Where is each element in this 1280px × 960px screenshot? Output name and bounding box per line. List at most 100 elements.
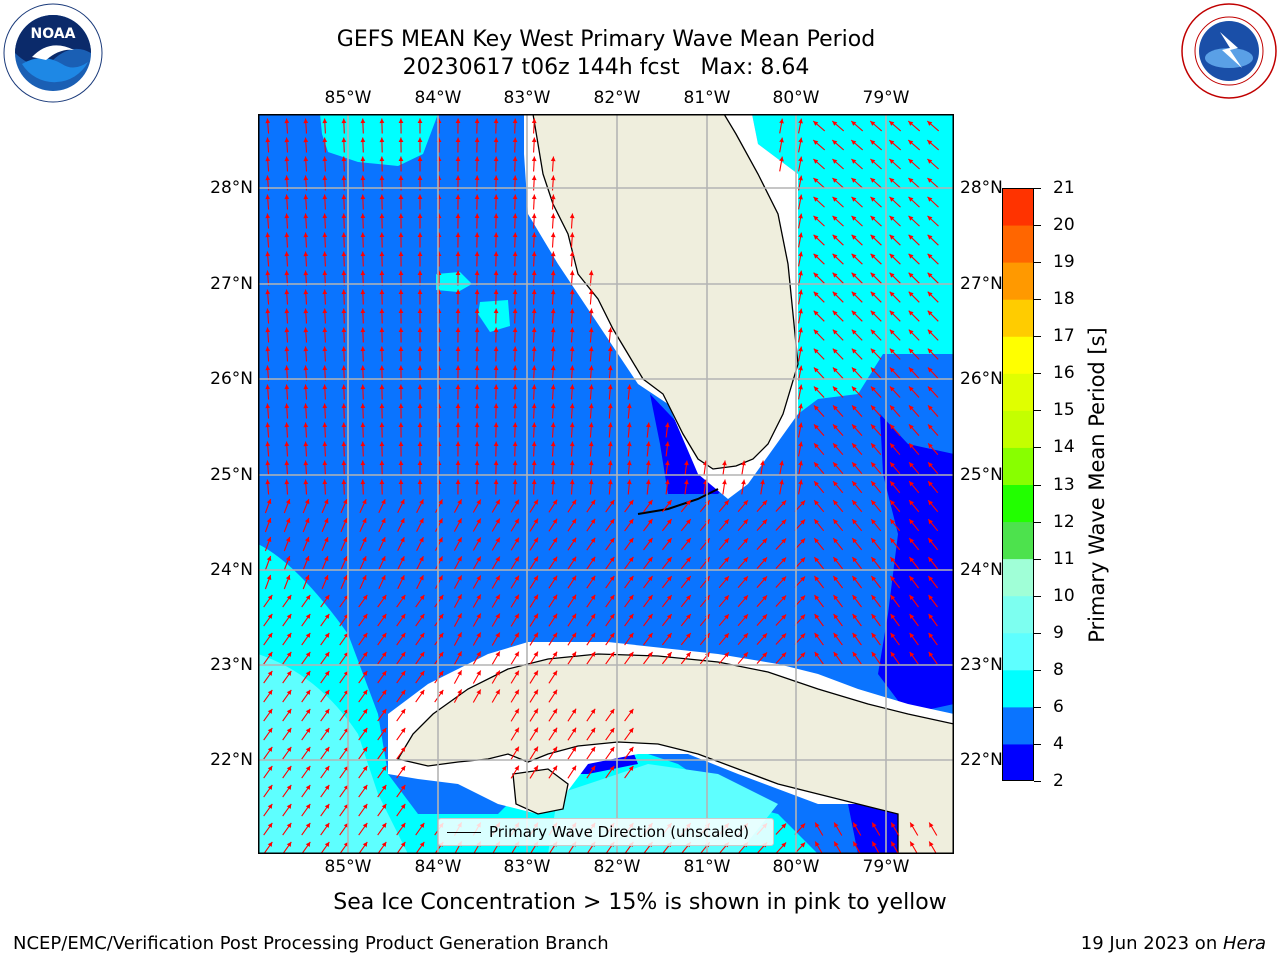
wave-direction-arrow	[474, 118, 480, 134]
wave-direction-arrow	[870, 215, 882, 227]
wave-direction-arrow	[493, 270, 499, 286]
wave-direction-arrow	[775, 614, 787, 626]
wave-direction-arrow	[680, 613, 692, 627]
wave-direction-arrow	[377, 746, 387, 760]
wave-direction-arrow	[360, 118, 366, 134]
wave-direction-arrow	[358, 613, 368, 627]
wave-direction-arrow	[303, 346, 309, 362]
wave-direction-arrow	[358, 746, 368, 760]
wave-direction-arrow	[263, 765, 273, 779]
wave-direction-arrow	[775, 595, 787, 607]
wave-direction-arrow	[340, 536, 348, 552]
wave-direction-arrow	[398, 460, 404, 476]
wave-direction-arrow	[888, 120, 902, 132]
wave-direction-arrow	[379, 460, 385, 476]
wave-direction-arrow	[569, 460, 575, 476]
wave-direction-arrow	[282, 613, 292, 627]
lat-label-right: 27°N	[960, 274, 1003, 294]
wave-direction-arrow	[548, 670, 558, 684]
wave-direction-arrow	[396, 765, 406, 779]
wave-direction-arrows	[263, 118, 940, 854]
wave-direction-arrow	[588, 270, 594, 286]
wave-direction-arrow	[512, 194, 518, 210]
wave-direction-arrow	[832, 215, 844, 227]
wave-direction-arrow	[908, 272, 920, 284]
wave-direction-arrow	[358, 594, 368, 608]
wave-direction-arrow	[567, 632, 577, 646]
wave-direction-arrow	[282, 803, 292, 817]
lat-label-left: 28°N	[210, 178, 253, 198]
wave-direction-arrow	[548, 499, 558, 513]
wave-direction-arrow	[833, 613, 843, 627]
wave-direction-arrow	[832, 196, 844, 208]
wave-direction-arrow	[813, 575, 825, 589]
colorbar-tick-mark	[1034, 632, 1041, 634]
wave-direction-arrow	[320, 765, 330, 779]
wave-direction-arrow	[531, 479, 537, 495]
chart-title: GEFS MEAN Key West Primary Wave Mean Per…	[337, 26, 875, 82]
wave-direction-arrow	[417, 251, 423, 267]
wave-direction-arrow	[851, 291, 863, 303]
wave-direction-arrow	[377, 670, 387, 684]
wave-direction-arrow	[569, 384, 575, 400]
wave-direction-arrow	[567, 651, 577, 665]
wave-direction-arrow	[927, 405, 939, 417]
wave-direction-arrow	[398, 479, 404, 495]
wave-direction-arrow	[852, 613, 862, 627]
wave-direction-arrow	[607, 422, 613, 438]
wave-direction-arrow	[908, 367, 920, 379]
wave-direction-arrow	[718, 632, 730, 646]
wave-direction-arrow	[491, 537, 501, 551]
wave-direction-arrow	[472, 537, 482, 551]
wave-direction-arrow	[360, 460, 366, 476]
wave-direction-arrow	[756, 652, 768, 664]
wave-direction-arrow	[890, 651, 900, 665]
wave-direction-arrow	[813, 272, 825, 284]
wave-direction-arrow	[493, 308, 499, 324]
lat-label-right: 22°N	[960, 750, 1003, 770]
wave-direction-arrow	[586, 727, 596, 741]
wave-direction-arrow	[303, 460, 309, 476]
wave-direction-arrow	[626, 441, 632, 457]
wave-direction-arrow	[512, 441, 518, 457]
wave-direction-arrow	[265, 441, 271, 457]
colorbar-segment	[1002, 743, 1034, 781]
wave-direction-arrow	[493, 441, 499, 457]
wave-direction-arrow	[588, 460, 594, 476]
wave-direction-arrow	[282, 651, 292, 665]
wave-direction-arrow	[453, 499, 463, 513]
wave-direction-arrow	[377, 727, 387, 741]
wave-direction-arrow	[851, 272, 863, 284]
wave-direction-arrow	[832, 499, 844, 513]
colorbar-tick-label: 10	[1053, 585, 1075, 606]
lon-label-bottom: 82°W	[593, 857, 641, 877]
wave-direction-arrow	[322, 137, 328, 153]
wave-direction-arrow	[775, 519, 787, 531]
wave-direction-arrow	[474, 365, 480, 381]
wave-direction-arrow	[341, 384, 347, 400]
wave-direction-arrow	[510, 518, 520, 532]
wave-direction-arrow	[737, 518, 749, 532]
wave-direction-arrow	[813, 310, 825, 322]
wave-direction-arrow	[265, 194, 271, 210]
wave-direction-arrow	[550, 422, 556, 438]
wave-direction-arrow	[832, 480, 844, 494]
wave-direction-arrow	[398, 422, 404, 438]
wave-direction-arrow	[814, 841, 824, 854]
wave-direction-arrow	[680, 575, 692, 589]
wave-direction-arrow	[491, 594, 501, 608]
wave-direction-arrow	[870, 442, 882, 456]
wave-direction-arrow	[340, 517, 348, 533]
wave-direction-arrow	[569, 213, 575, 229]
wave-direction-arrow	[360, 441, 366, 457]
colorbar-tick-mark	[1034, 447, 1041, 449]
wave-direction-arrow	[605, 499, 615, 513]
wave-direction-arrow	[908, 518, 920, 532]
wave-direction-arrow	[491, 689, 501, 703]
wave-direction-arrow	[586, 556, 596, 570]
wave-direction-arrow	[358, 765, 368, 779]
wave-direction-arrow	[813, 348, 825, 360]
wave-direction-arrow	[416, 499, 424, 513]
colorbar-segment	[1002, 336, 1034, 374]
wave-direction-arrow	[889, 461, 901, 475]
